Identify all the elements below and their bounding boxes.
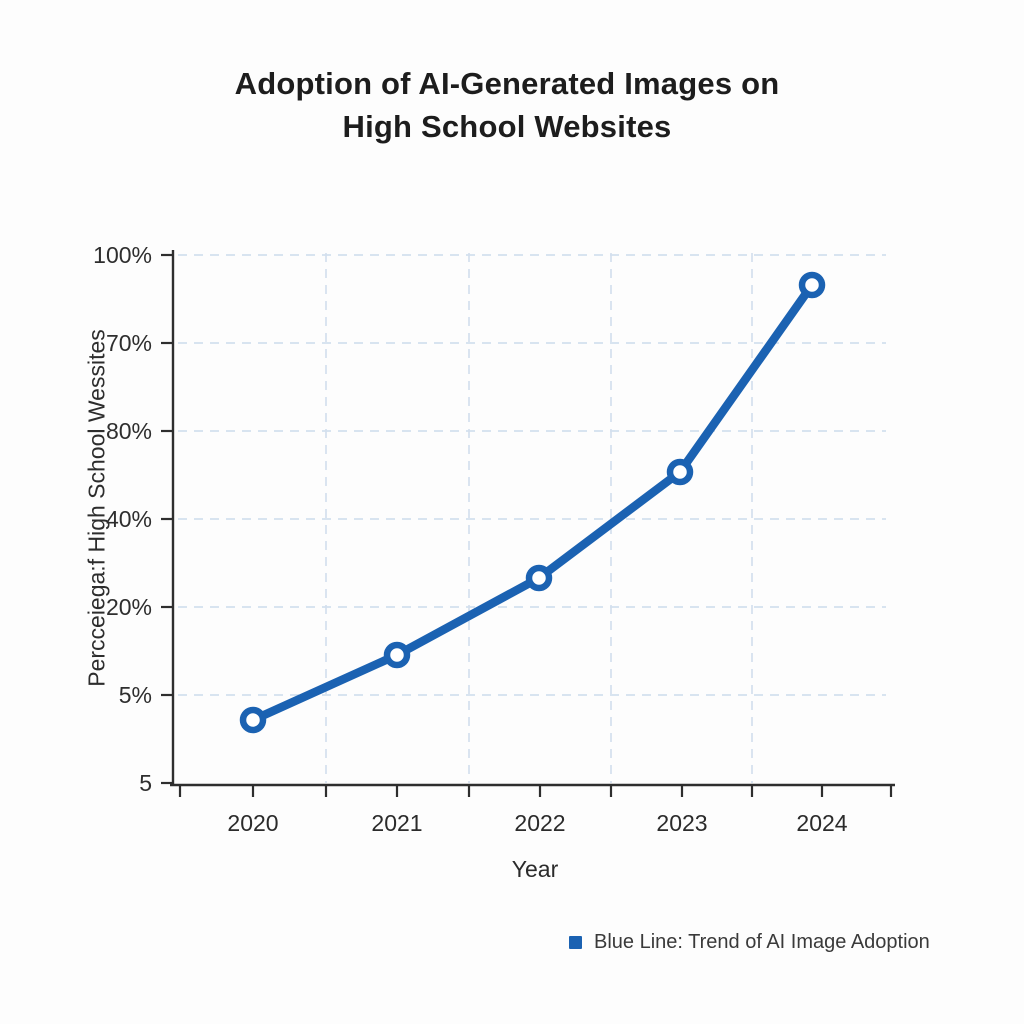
x-tick-label: 2020 bbox=[227, 810, 278, 836]
data-point-marker bbox=[798, 271, 826, 299]
y-tick-label: 5% bbox=[119, 682, 152, 708]
legend-label: Blue Line: Trend of AI Image Adoption bbox=[594, 931, 930, 953]
x-axis-title: Year bbox=[511, 856, 559, 882]
y-tick-label: 80% bbox=[106, 418, 152, 444]
chart-title-line1: Adoption of AI-Generated Images on bbox=[234, 66, 780, 101]
data-point-marker bbox=[525, 564, 553, 592]
chart-title: Adoption of AI-Generated Images on High … bbox=[0, 62, 1014, 148]
data-point-marker bbox=[666, 458, 694, 486]
data-point-marker bbox=[239, 706, 267, 734]
x-tick-label: 2023 bbox=[656, 810, 707, 836]
x-tick-label: 2021 bbox=[371, 810, 422, 836]
y-tick-label: 70% bbox=[106, 330, 152, 356]
trend-line bbox=[248, 280, 817, 725]
y-tick-label: 100% bbox=[93, 242, 152, 268]
y-tick-label: 20% bbox=[106, 594, 152, 620]
legend: Blue Line: Trend of AI Image Adoption bbox=[569, 931, 930, 954]
legend-swatch-icon bbox=[569, 936, 582, 949]
x-tick-label: 2022 bbox=[514, 810, 565, 836]
y-tick-label: 40% bbox=[106, 506, 152, 532]
chart-title-line2: High School Websites bbox=[342, 109, 672, 144]
y-tick-label: 5 bbox=[139, 770, 152, 796]
data-point-marker bbox=[383, 641, 411, 669]
x-tick-label: 2024 bbox=[796, 810, 847, 836]
